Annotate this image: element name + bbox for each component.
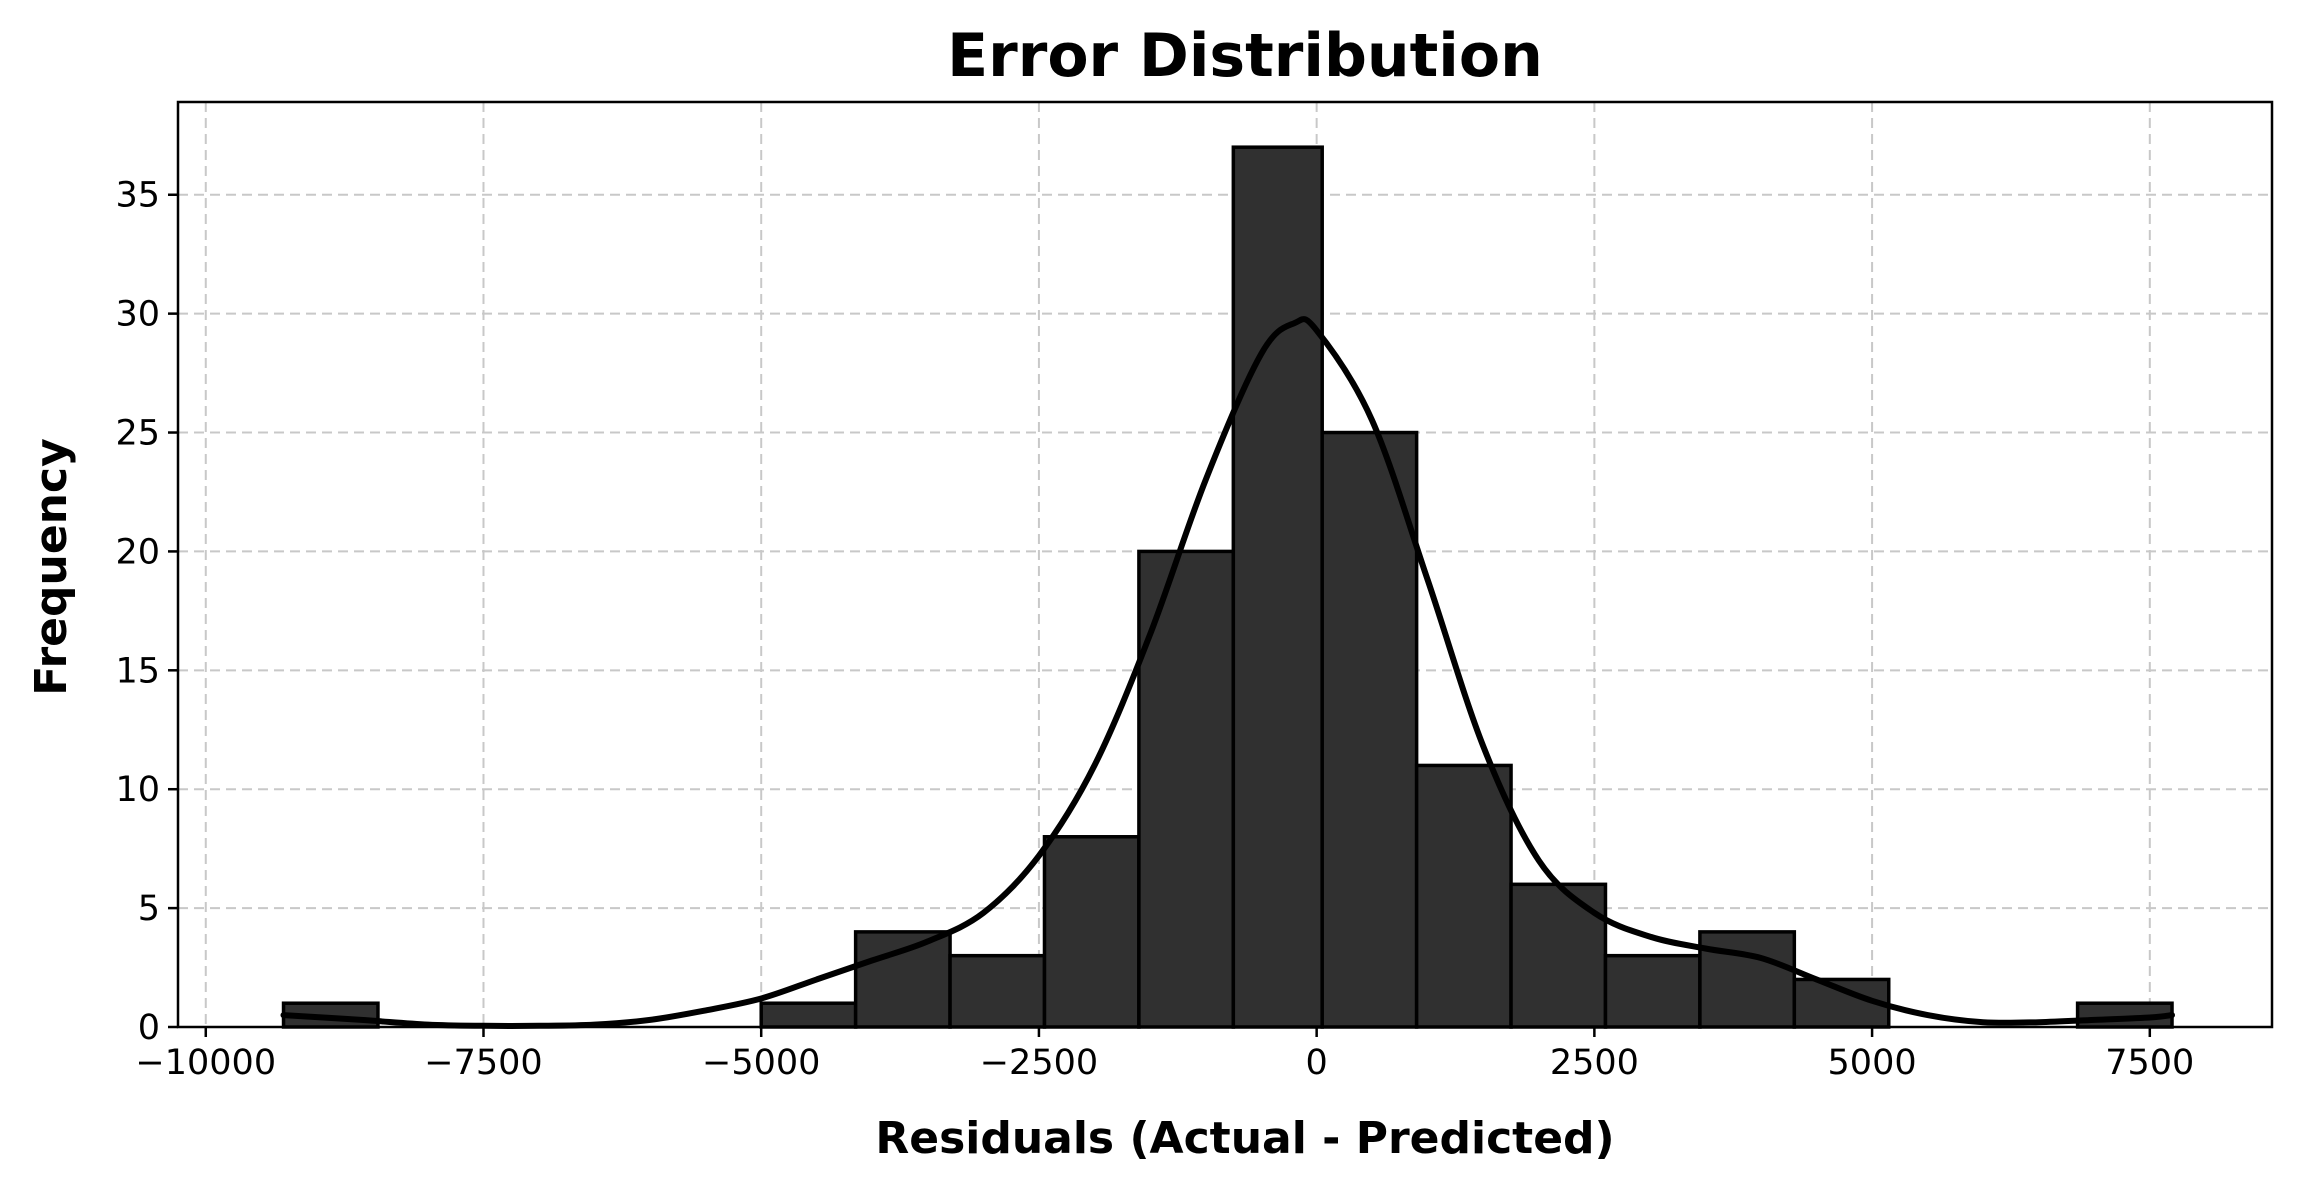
y-axis-label: Frequency [26, 438, 77, 696]
y-tick-label: 25 [115, 414, 160, 454]
x-tick-label: 2500 [1550, 1043, 1639, 1083]
x-axis-ticks: −10000 −7500 −5000 −2500 0 2500 5000 7500 [135, 1027, 2194, 1083]
histogram-bar [1509, 882, 1608, 1029]
plot-frame [176, 100, 2274, 1029]
histogram-bars [281, 145, 2174, 1029]
x-tick-label: 5000 [1828, 1043, 1917, 1083]
y-tick-label: 10 [115, 770, 160, 810]
y-tick-label: 30 [115, 295, 160, 335]
x-tick-label: −5000 [702, 1043, 820, 1083]
y-tick-label: 0 [138, 1008, 160, 1048]
x-tick-label: −10000 [135, 1043, 276, 1083]
x-tick-label: −2500 [980, 1043, 1098, 1083]
x-tick-label: 7500 [2105, 1043, 2194, 1083]
histogram-bar [948, 953, 1047, 1029]
histogram-bar [1042, 835, 1141, 1029]
histogram-bar [853, 930, 952, 1029]
histogram-bar [1320, 430, 1419, 1029]
chart-title: Error Distribution [947, 21, 1543, 91]
y-tick-label: 5 [138, 889, 160, 929]
y-tick-label: 15 [115, 651, 160, 691]
y-axis-ticks: 0 5 10 15 20 25 30 35 [115, 176, 178, 1048]
histogram-bar [1414, 763, 1513, 1029]
kde-curve [280, 316, 2175, 1029]
histogram-bar [1231, 145, 1324, 1029]
x-tick-label: 0 [1306, 1043, 1328, 1083]
x-axis-label: Residuals (Actual - Predicted) [875, 1113, 1614, 1164]
y-tick-label: 20 [115, 532, 160, 572]
histogram-bar [1698, 930, 1797, 1029]
x-tick-label: −7500 [424, 1043, 542, 1083]
histogram-bar [1603, 953, 1702, 1029]
y-tick-label: 35 [115, 176, 160, 216]
histogram-bar [759, 1001, 858, 1029]
